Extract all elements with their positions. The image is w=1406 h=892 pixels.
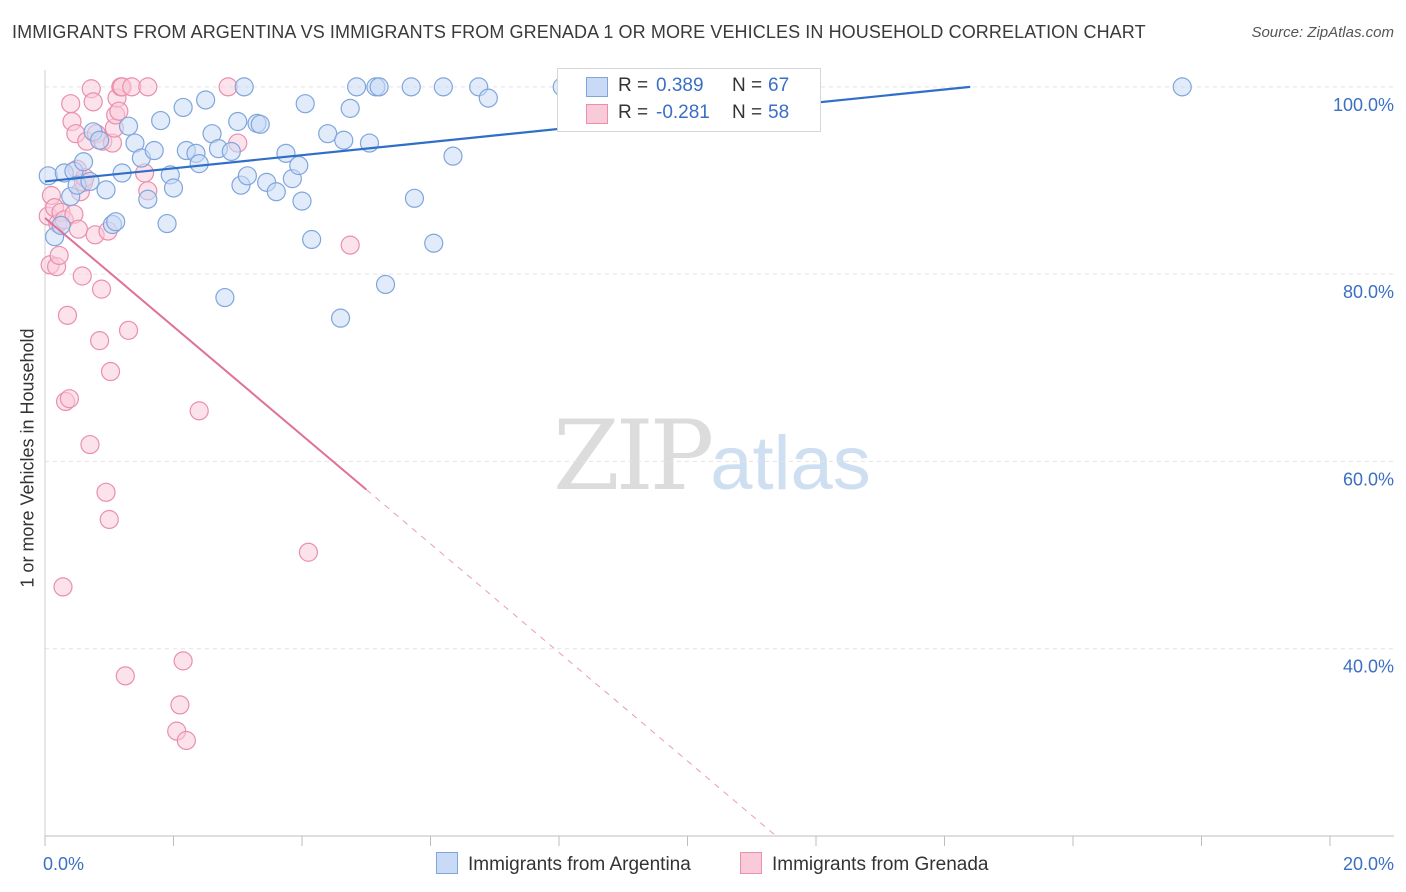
argentina-point [302,229,322,250]
argentina-point [404,188,425,208]
grenada-point [122,77,142,97]
y-tick-label: 100.0% [1333,95,1394,115]
argentina-point [318,124,338,144]
y-tick-label: 60.0% [1343,469,1394,489]
argentina-point [163,178,184,198]
argentina-point [250,114,270,134]
legend-label-grenada: Immigrants from Grenada [772,854,989,875]
argentina-point [234,77,254,97]
grenada-point [298,542,319,562]
legend-n-value: 67 [768,75,790,96]
argentina-point [51,215,71,236]
argentina-point [1172,77,1192,97]
grenada-point [96,482,116,502]
grenada-trend-extension [365,489,778,838]
argentina-point [73,152,94,172]
grenada-point [68,219,89,239]
argentina-point [106,212,126,232]
argentina-point [330,308,351,328]
grenada-point [72,266,92,286]
y-tick-label: 40.0% [1343,657,1394,677]
legend-r-value: -0.281 [656,102,710,123]
grenada-swatch [586,104,608,124]
argentina-point [401,77,421,97]
argentina-point [90,130,110,150]
argentina-point [375,274,396,295]
argentina-point [221,141,241,162]
grenada-point [170,695,190,715]
argentina-point [144,140,164,161]
grenada-point [59,389,80,409]
grenada-swatch [740,852,762,874]
argentina-point [443,146,463,166]
argentina-point [228,111,248,132]
argentina-point [157,213,177,234]
argentina-point [215,287,235,308]
watermark: ZIPatlas [553,400,871,512]
argentina-point [237,166,257,186]
watermark-zip: ZIP [553,400,714,512]
legend-item-argentina: Immigrants from Argentina [436,852,691,876]
argentina-point [196,90,216,110]
x-tick-label: 0.0% [43,854,84,874]
grenada-point [57,305,78,325]
argentina-swatch [436,852,458,874]
grenada-trend-line [44,217,367,491]
argentina-point [118,116,139,136]
legend-n-label: N = [732,102,763,123]
argentina-point [138,189,158,209]
legend-r-label: R = [618,102,649,123]
grenada-point [53,577,73,597]
argentina-point [347,77,367,97]
grenada-point [61,94,81,114]
argentina-point [96,180,116,200]
correlation-legend: R = 0.389 N = 67 R = -0.281 N = 58 [557,68,821,132]
grenada-point [218,77,238,97]
argentina-swatch [586,77,608,97]
legend-item-grenada: Immigrants from Grenada [740,852,988,876]
x-tick-label: 20.0% [1343,854,1394,874]
chart-title: IMMIGRANTS FROM ARGENTINA VS IMMIGRANTS … [12,22,1146,42]
y-axis-label: 1 or more Vehicles in Household [17,328,38,588]
argentina-point [424,233,444,253]
legend-n-label: N = [732,75,763,96]
argentina-point [292,191,312,211]
argentina-point [340,98,360,118]
legend-n-value: 58 [768,102,790,123]
argentina-point [189,154,209,174]
argentina-point [478,88,498,108]
grenada-point [340,235,360,255]
grenada-point [189,401,209,421]
grenada-point [118,320,139,340]
grenada-point [100,361,121,382]
grenada-point [109,101,129,121]
grenada-point [176,730,196,751]
argentina-point [295,94,315,114]
grenada-point [115,666,135,686]
grenada-point [99,509,119,530]
argentina-point [289,155,309,176]
legend-r-value: 0.389 [656,75,704,96]
argentina-point [173,97,193,118]
grenada-point [49,245,69,266]
argentina-point [369,77,389,97]
legend-label-argentina: Immigrants from Argentina [468,854,691,875]
watermark-atlas: atlas [710,421,871,506]
legend-r-label: R = [618,75,649,96]
argentina-point [151,110,171,131]
grenada-point [173,651,193,671]
source-label: Source: ZipAtlas.com [1251,24,1394,41]
grenada-point [90,331,110,351]
grenada-point [80,434,100,455]
grenada-point [91,279,112,299]
grenada-point [138,77,158,97]
argentina-point [266,182,286,202]
argentina-point [334,130,354,150]
grenada-point [83,92,103,112]
y-tick-label: 80.0% [1343,282,1394,302]
argentina-point [433,77,453,97]
